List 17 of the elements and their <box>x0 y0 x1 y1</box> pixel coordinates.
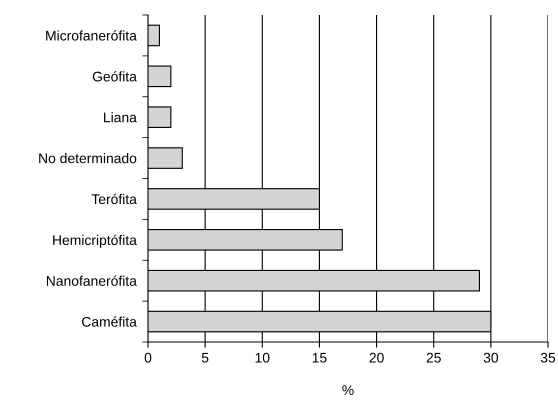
x-tick-label: 5 <box>202 352 208 363</box>
x-tick-label: 0 <box>144 352 152 363</box>
y-tick-label: No determinado <box>39 153 136 164</box>
y-tick-label: Liana <box>104 112 137 122</box>
y-tick-label: Hemicriptófita <box>53 234 137 248</box>
x-tick-label: 25 <box>426 352 441 363</box>
x-tick-label: 30 <box>484 352 498 363</box>
x-axis-title: % <box>342 385 354 395</box>
x-tick-label: 15 <box>312 352 327 363</box>
y-tick-label: Terófita <box>92 194 137 204</box>
x-tick-label: 20 <box>370 352 384 363</box>
y-tick-label: Geófita <box>92 71 137 82</box>
y-tick-label: Caméfita <box>82 316 137 327</box>
y-tick-label: Nanofanerófita <box>46 275 137 286</box>
y-tick-label: Microfanerófita <box>46 30 137 41</box>
x-tick-label: 35 <box>540 352 556 363</box>
x-tick-label: 10 <box>256 352 270 363</box>
